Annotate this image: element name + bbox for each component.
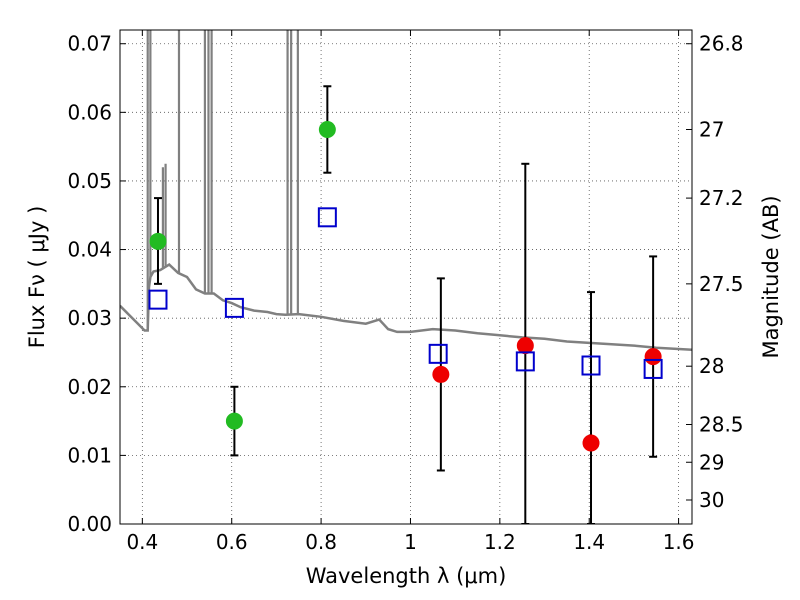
y2-tick-label: 27 [699,117,724,141]
green-point [318,120,336,138]
plot-frame [119,29,693,525]
x-tick-label: 0.8 [305,530,337,554]
red-point [516,337,534,355]
y2-tick-label: 29 [699,450,724,474]
x-tick-label: 1.4 [573,530,605,554]
y2-tick-label: 27.2 [699,186,744,210]
y2-tick-label: 26.8 [699,32,744,56]
y2-tick-label: 27.5 [699,272,744,296]
x-tick-label: 0.6 [216,530,248,554]
y2-tick-label: 28.5 [699,413,744,437]
blue-square-point [224,297,244,318]
y-tick-label: 0.05 [67,169,112,193]
blue-square-point [317,207,337,228]
y2-tick-label: 28 [699,354,724,378]
y-tick-label: 0.02 [67,375,112,399]
y-tick-label: 0.07 [67,32,112,56]
blue-square-point [428,343,448,364]
y-tick-label: 0.00 [67,512,112,536]
y-tick-label: 0.03 [67,306,112,330]
x-tick-label: 1.6 [663,530,695,554]
green-point [225,412,243,430]
x-tick-label: 1.2 [484,530,516,554]
y-axis-label: Flux Fν ( μJy ) [25,206,49,349]
y-tick-label: 0.04 [67,238,112,262]
blue-square-point [581,355,601,376]
blue-square-point [515,351,535,372]
red-point [644,348,662,366]
red-point [582,434,600,452]
y-tick-label: 0.01 [67,443,112,467]
y2-axis-label: Magnitude (AB) [759,195,783,358]
y-tick-label: 0.06 [67,100,112,124]
y2-tick-label: 30 [699,488,724,512]
plot-area [120,30,692,524]
blue-square-point [643,358,663,379]
blue-square-point [148,289,168,310]
x-tick-label: 0.4 [126,530,158,554]
model-spectrum-line [120,263,692,351]
red-point [432,365,450,383]
green-point [149,232,167,250]
x-tick-label: 1 [404,530,417,554]
x-axis-label: Wavelength λ (μm) [306,564,507,588]
axis-ticks: 0.4 0.6 0.8 1 1.2 1.4 1.6 0.00 0.01 0.02 0.03 0.04 0… [67,30,744,554]
